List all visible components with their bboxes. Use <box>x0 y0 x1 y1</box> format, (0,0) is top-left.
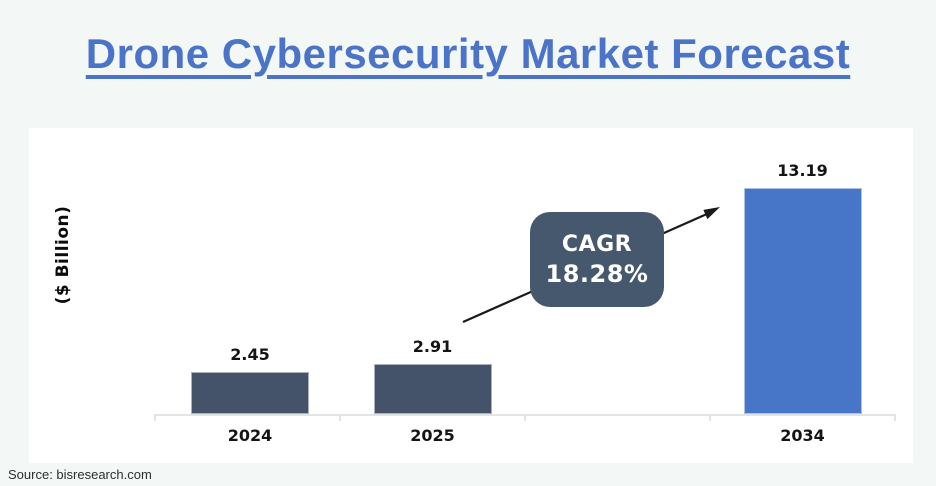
bar-value-label-2025: 2.91 <box>412 337 453 356</box>
page-title: Drone Cybersecurity Market Forecast <box>85 30 851 77</box>
x-axis-tick <box>709 414 711 421</box>
x-axis-tick <box>524 414 526 421</box>
x-axis-label-2025: 2025 <box>410 426 455 445</box>
bar-2034 <box>743 188 862 414</box>
cagr-value: 18.28% <box>545 259 649 288</box>
x-axis-label-2034: 2034 <box>780 426 825 445</box>
x-axis-label-2024: 2024 <box>227 426 273 445</box>
x-axis-tick <box>894 414 896 421</box>
cagr-label: CAGR <box>561 231 633 257</box>
x-axis-tick <box>339 414 341 421</box>
bar-2024 <box>191 372 309 414</box>
bar-value-label-2024: 2.45 <box>230 345 270 364</box>
bar-2025 <box>373 364 492 414</box>
x-axis-tick <box>154 414 156 421</box>
cagr-callout: CAGR 18.28% <box>530 212 664 307</box>
chart-card: ($ Billion) CAGR 18.28% 2.45 2024 2.91 2025… <box>29 128 913 463</box>
bar-value-label-2034: 13.19 <box>777 161 828 180</box>
source-attribution: Source: bisresearch.com <box>8 467 152 482</box>
